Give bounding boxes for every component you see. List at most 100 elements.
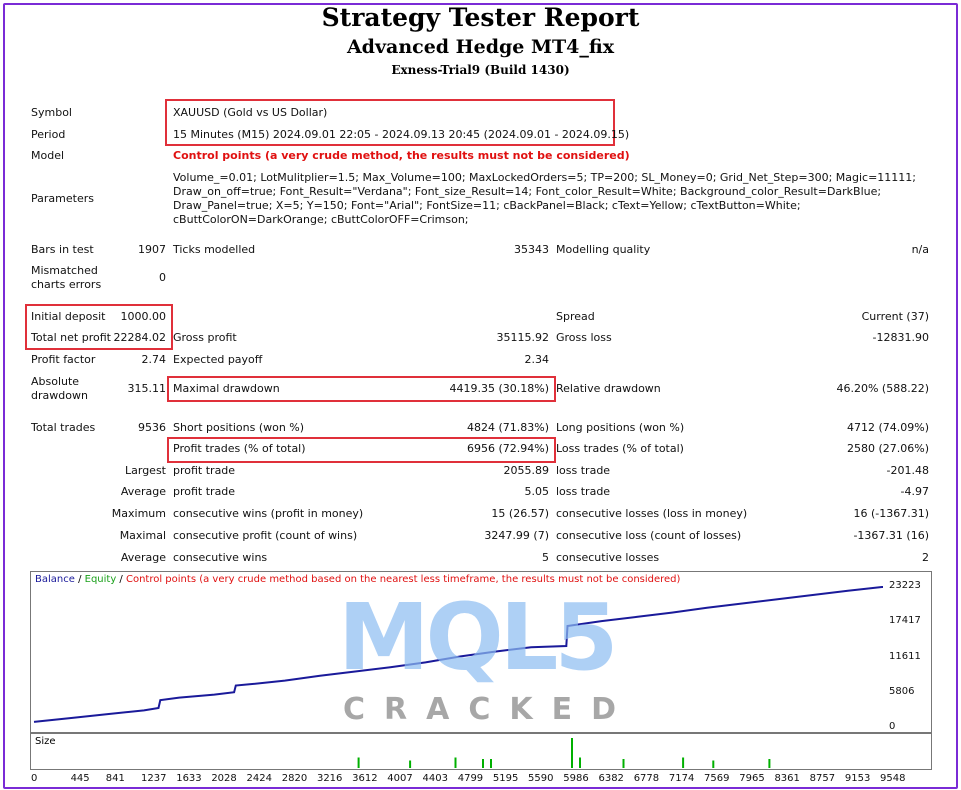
size-bar — [357, 757, 360, 768]
size-bar — [409, 760, 412, 768]
label-cons-loss-count: consecutive loss (count of losses) — [556, 529, 742, 542]
label-symbol: Symbol — [31, 106, 72, 119]
highlight-deposit-profit — [25, 304, 173, 350]
x-tick-label: 3612 — [352, 773, 378, 784]
x-tick-label: 7569 — [704, 773, 730, 784]
legend-balance: Balance — [35, 574, 75, 585]
report-frame — [3, 3, 958, 789]
x-tick-label: 9548 — [880, 773, 906, 784]
x-tick-label: 7174 — [668, 773, 695, 784]
y-tick-label: 11611 — [889, 650, 921, 662]
report-title: Strategy Tester Report — [321, 3, 640, 32]
x-tick-label: 5195 — [492, 773, 519, 784]
size-chart: Size — [30, 733, 932, 770]
label-largest-profit-trade: profit trade — [173, 464, 236, 477]
x-tick-label: 2028 — [211, 773, 237, 784]
value-long-positions: 4712 (74.09%) — [846, 421, 929, 434]
label-total-trades: Total trades — [31, 421, 96, 434]
label-cons-losses: consecutive losses — [556, 551, 660, 564]
label-maximal: Maximal — [119, 529, 166, 542]
value-max-cons-wins: 15 (26.57) — [491, 507, 549, 520]
x-tick-label: 5986 — [563, 773, 589, 784]
label-gross-profit: Gross profit — [173, 331, 237, 344]
value-period: 15 Minutes (M15) 2024.09.01 22:05 - 2024… — [173, 128, 630, 141]
label-relative-drawdown: Relative drawdown — [556, 382, 661, 395]
legend-sep-2: / — [116, 574, 126, 585]
x-tick-label: 2820 — [281, 773, 308, 784]
label-total-net-profit: Total net profit — [31, 331, 111, 344]
y-tick-label: 23223 — [889, 580, 921, 591]
label-cons-profit-count: consecutive profit (count of wins) — [173, 529, 358, 542]
mql5-watermark-logo: MQL5 — [338, 584, 628, 691]
x-tick-label: 2424 — [246, 773, 272, 784]
y-tick-label: 17417 — [889, 615, 921, 627]
highlight-profit-trades — [167, 437, 556, 463]
label-average: Average — [120, 485, 166, 498]
value-absolute-drawdown: 315.11 — [127, 382, 167, 395]
size-bar — [579, 757, 581, 768]
balance-plot — [33, 586, 883, 723]
x-tick-label: 5590 — [528, 773, 554, 784]
label-gross-loss: Gross loss — [556, 331, 612, 344]
value-max-cons-losses: 16 (-1367.31) — [853, 507, 929, 520]
balance-chart: Balance / Equity / Control points (a ver… — [30, 571, 932, 733]
x-tick-label: 4799 — [457, 773, 484, 784]
label-largest-loss-trade: loss trade — [556, 464, 611, 477]
label-absolute-drawdown: Absolute — [31, 375, 80, 388]
x-tick-label: 8361 — [774, 773, 800, 784]
value-average-profit: 5.05 — [524, 485, 550, 498]
label-cons-wins-money: consecutive wins (profit in money) — [173, 507, 364, 520]
size-plot — [357, 738, 771, 768]
legend-note: Control points (a very crude method base… — [125, 574, 681, 585]
value-total-trades: 9536 — [138, 421, 166, 434]
cracked-watermark: CRACKED — [343, 692, 635, 727]
value-bars-in-test: 1907 — [138, 243, 166, 256]
label-mismatched-2: charts errors — [31, 278, 102, 291]
legend-sep-1: / — [74, 574, 85, 585]
value-maximal-drawdown: 4419.35 (30.18%) — [449, 382, 549, 395]
label-spread: Spread — [556, 310, 595, 323]
label-short-positions: Short positions (won %) — [173, 421, 305, 434]
label-initial-deposit: Initial deposit — [31, 310, 106, 323]
label-loss-trades: Loss trades (% of total) — [556, 442, 684, 455]
value-avg-cons-wins: 5 — [542, 551, 549, 564]
value-spread: Current (37) — [861, 310, 929, 323]
value-model: Control points (a very crude method, the… — [173, 149, 630, 162]
x-tick-label: 6778 — [633, 773, 660, 784]
x-tick-label: 445 — [70, 773, 90, 784]
value-profit-factor: 2.74 — [141, 353, 167, 366]
label-profit-factor: Profit factor — [31, 353, 96, 366]
value-relative-drawdown: 46.20% (588.22) — [836, 382, 929, 395]
value-avg-cons-losses: 2 — [922, 551, 929, 564]
size-bar — [682, 757, 685, 768]
x-tick-label: 9153 — [844, 773, 871, 784]
value-modelling-quality: n/a — [911, 243, 929, 256]
label-largest: Largest — [125, 464, 166, 477]
value-total-net-profit: 22284.02 — [113, 331, 167, 344]
label-average-2: Average — [120, 551, 166, 564]
legend-equity: Equity — [84, 574, 117, 585]
highlight-symbol-period — [165, 99, 615, 146]
value-gross-profit: 35115.92 — [496, 331, 550, 344]
label-average-loss-trade: loss trade — [556, 485, 611, 498]
size-bar — [454, 757, 457, 768]
label-period: Period — [31, 128, 66, 141]
label-average-profit-trade: profit trade — [173, 485, 236, 498]
x-tick-label: 8757 — [809, 773, 836, 784]
label-modelling-quality: Modelling quality — [556, 243, 651, 256]
x-tick-label: 1633 — [176, 773, 202, 784]
x-tick-label: 841 — [105, 773, 125, 784]
label-cons-losses-money: consecutive losses (loss in money) — [556, 507, 748, 520]
value-ticks-modelled: 35343 — [514, 243, 549, 256]
server-build: Exness-Trial9 (Build 1430) — [391, 63, 570, 77]
size-bar — [712, 760, 715, 768]
value-maximal-cons-loss: -1367.31 (16) — [853, 529, 929, 542]
x-tick-label: 0 — [31, 773, 38, 784]
value-largest-profit: 2055.89 — [503, 464, 550, 477]
x-tick-label: 3216 — [316, 773, 343, 784]
label-expected-payoff: Expected payoff — [173, 353, 263, 366]
value-symbol: XAUUSD (Gold vs US Dollar) — [173, 106, 328, 119]
highlight-max-drawdown — [167, 376, 556, 402]
value-largest-loss: -201.48 — [886, 464, 929, 477]
label-long-positions: Long positions (won %) — [556, 421, 685, 434]
